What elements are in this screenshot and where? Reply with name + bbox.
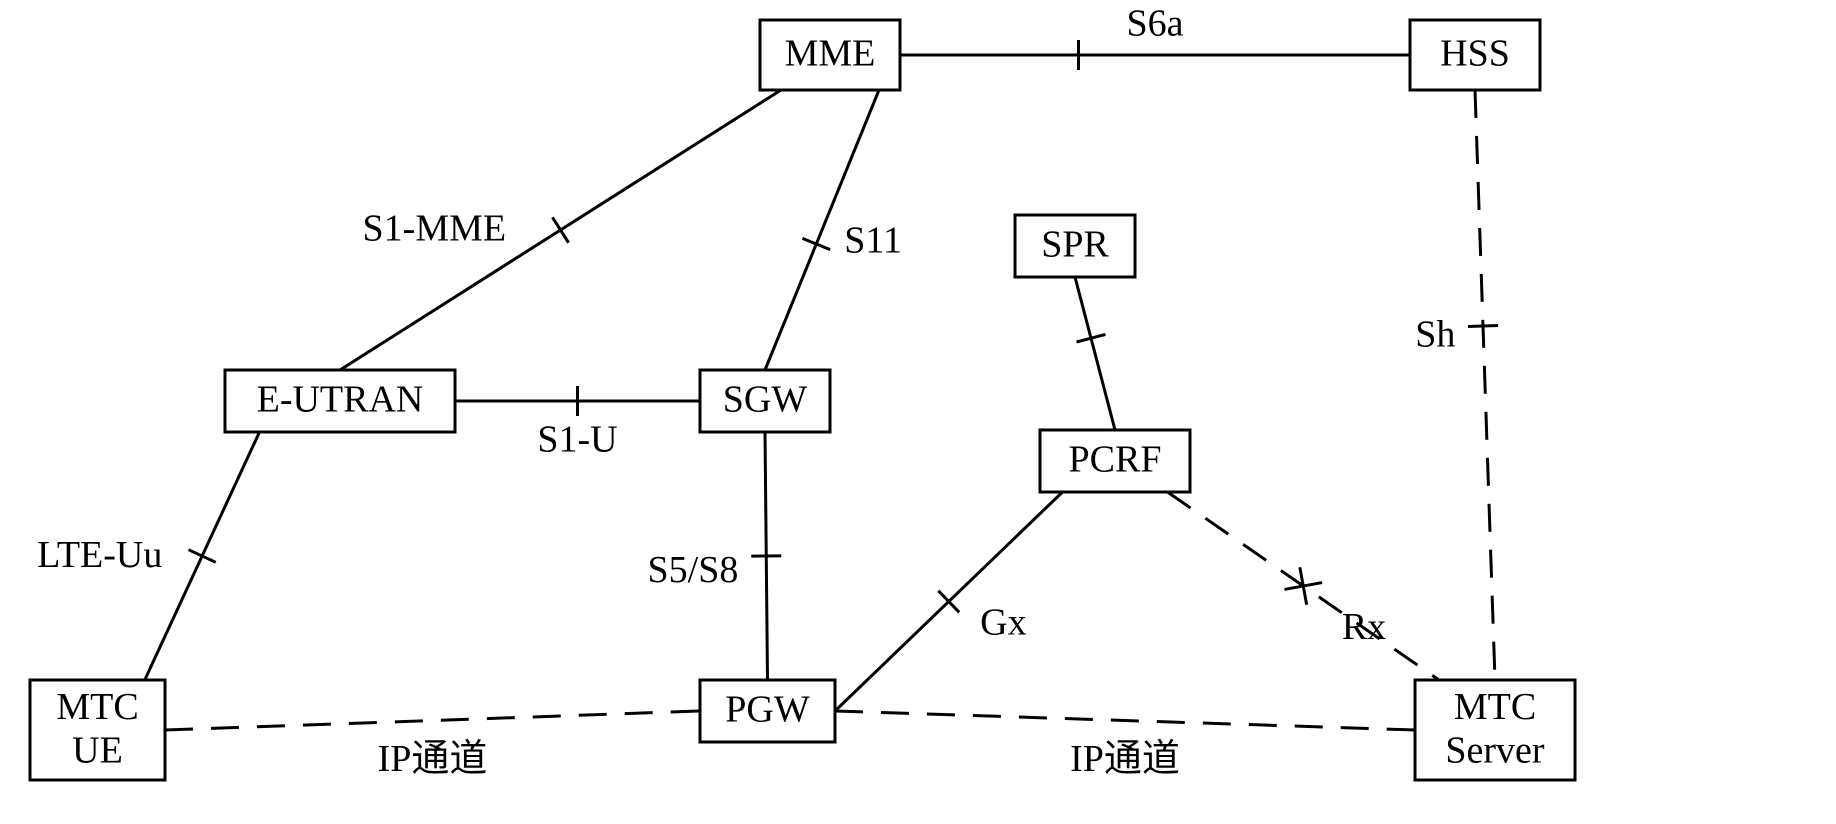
edge-label-s11: S11 xyxy=(844,220,902,262)
node-label-spr: SPR xyxy=(1041,224,1109,266)
edge-ip2 xyxy=(835,711,1415,730)
edge-label-s5s8: S5/S8 xyxy=(648,549,739,591)
node-label-mtc_ue-line1: UE xyxy=(72,730,123,772)
node-label-mtc_srv-line1: Server xyxy=(1445,730,1545,772)
edge-label-sh: Sh xyxy=(1415,314,1455,356)
edge-tick-sh xyxy=(1468,325,1498,326)
edge-label-s1u: S1-U xyxy=(537,419,617,461)
edge-spr_pcrf xyxy=(1075,277,1115,430)
edge-label-ip1: IP通道 xyxy=(378,738,488,780)
node-label-mme: MME xyxy=(785,33,876,75)
edge-tick-s1mme xyxy=(552,217,568,242)
node-label-hss: HSS xyxy=(1440,33,1510,75)
edge-label-s1mme: S1-MME xyxy=(363,208,507,250)
network-diagram: S6a S1-MME S11 S1-U S5/S8 LTE-Uu Gx Rx Sh IP通道 IP通… xyxy=(0,0,1836,824)
node-label-mtc_srv-line0: MTC xyxy=(1454,686,1536,728)
node-label-pcrf: PCRF xyxy=(1069,439,1162,481)
node-label-pgw: PGW xyxy=(725,689,810,731)
edge-tick-lteuu xyxy=(189,550,216,563)
edge-label-s6a: S6a xyxy=(1127,3,1184,45)
edge-label-rx: Rx xyxy=(1342,606,1386,648)
node-label-mtc_ue-line0: MTC xyxy=(56,686,138,728)
node-label-sgw: SGW xyxy=(723,379,808,421)
edge-label-gx: Gx xyxy=(980,601,1026,643)
node-label-eutran: E-UTRAN xyxy=(257,379,424,421)
nodes-layer: MMEHSSE-UTRANSGWSPRPCRFPGWMTCUEMTCServer xyxy=(30,20,1575,780)
edge-label-lteuu: LTE-Uu xyxy=(37,534,162,576)
edge-sh xyxy=(1475,90,1495,680)
edge-ip1 xyxy=(165,711,700,730)
edge-label-ip2: IP通道 xyxy=(1070,738,1180,780)
